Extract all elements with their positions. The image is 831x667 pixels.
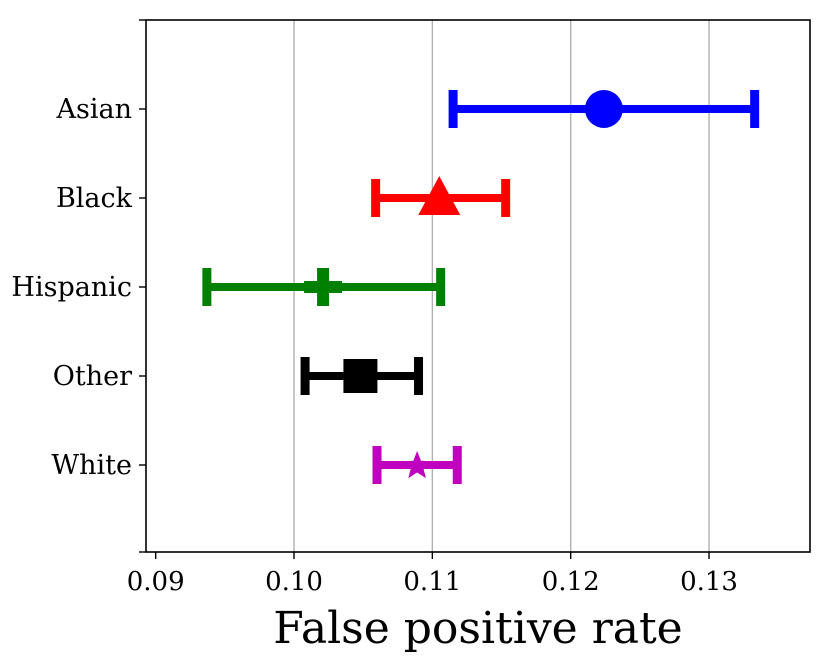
error-bars	[202, 90, 760, 484]
error-bar-asian	[448, 90, 760, 128]
plot-frame	[145, 19, 811, 553]
x-tick-label: 0.13	[680, 567, 738, 597]
error-bar-other	[300, 357, 424, 395]
y-tick-label: White	[51, 450, 132, 481]
y-tick-label: Asian	[56, 94, 132, 125]
y-tick-label: Black	[56, 183, 133, 214]
point-marker-plus	[304, 281, 343, 293]
x-axis: 0.09 0.10 0.11 0.12 0.13	[127, 552, 738, 597]
point-marker-triangle	[418, 176, 461, 215]
x-axis-title: False positive rate	[273, 603, 682, 654]
y-tick-label: Hispanic	[11, 272, 132, 303]
y-axis: Asian Black Hispanic Other White	[11, 19, 146, 553]
x-tick-label: 0.12	[542, 567, 600, 597]
x-tick-label: 0.11	[403, 567, 461, 597]
x-tick-label: 0.09	[127, 567, 185, 597]
point-marker-circle	[584, 90, 623, 128]
point-marker-star	[402, 451, 432, 479]
y-tick-label: Other	[53, 361, 132, 392]
error-bar-black	[371, 176, 511, 217]
x-tick-label: 0.10	[265, 567, 323, 597]
error-bar-hispanic	[202, 268, 446, 306]
point-marker-square	[343, 359, 378, 393]
error-bar-white	[372, 446, 462, 484]
